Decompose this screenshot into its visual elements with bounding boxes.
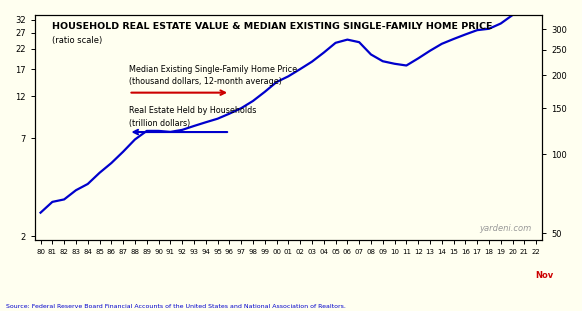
Text: Nov: Nov bbox=[535, 271, 554, 280]
Text: Median Existing Single-Family Home Price: Median Existing Single-Family Home Price bbox=[129, 64, 297, 73]
Text: (ratio scale): (ratio scale) bbox=[52, 36, 102, 45]
Text: yardeni.com: yardeni.com bbox=[480, 224, 532, 233]
Text: (trillion dollars): (trillion dollars) bbox=[129, 118, 190, 128]
Text: Source: Federal Reserve Board Financial Accounts of the United States and Nation: Source: Federal Reserve Board Financial … bbox=[6, 304, 346, 309]
Text: HOUSEHOLD REAL ESTATE VALUE & MEDIAN EXISTING SINGLE-FAMILY HOME PRICE: HOUSEHOLD REAL ESTATE VALUE & MEDIAN EXI… bbox=[52, 22, 493, 31]
Text: (thousand dollars, 12-month average): (thousand dollars, 12-month average) bbox=[129, 77, 282, 86]
Text: Real Estate Held by Households: Real Estate Held by Households bbox=[129, 106, 256, 115]
